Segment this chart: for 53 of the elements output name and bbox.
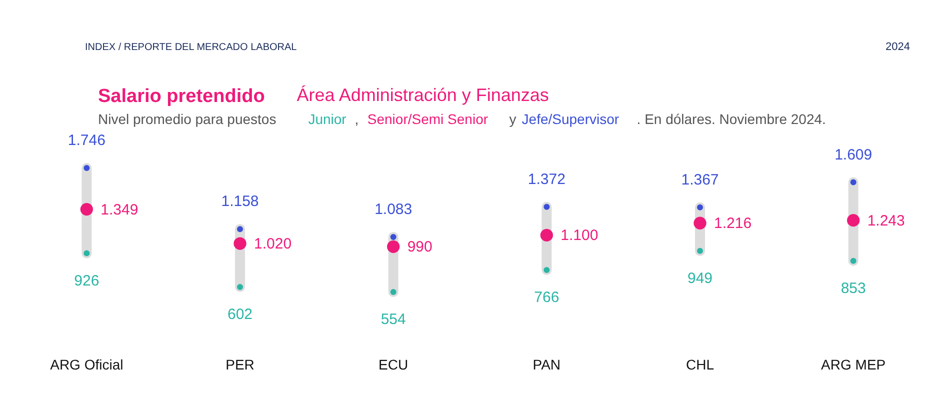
chart-subtitle: Área Administración y Finanzas xyxy=(296,85,549,105)
legend-title: Nivel promedio para puestos xyxy=(98,111,276,127)
data-label: 766 xyxy=(534,288,560,306)
text: Junior xyxy=(308,111,347,127)
point xyxy=(540,228,553,242)
x-tick-label: ECU xyxy=(378,356,408,372)
text: 2024 xyxy=(886,41,910,53)
x-tick-label: ARG MEP xyxy=(821,356,886,372)
data-label: 926 xyxy=(74,272,100,290)
point xyxy=(850,179,856,186)
x-tick-label: PER xyxy=(226,356,254,372)
text: , xyxy=(354,111,359,127)
point xyxy=(390,289,396,295)
data-label: 1.083 xyxy=(374,200,412,218)
data-label: 853 xyxy=(840,280,866,297)
x-tick-label: PAN xyxy=(532,356,561,372)
point xyxy=(237,284,243,290)
point xyxy=(234,237,246,250)
text: Senior/Semi Senior xyxy=(367,111,488,127)
data-label: 949 xyxy=(687,270,713,287)
text: Jefe/Supervisor xyxy=(522,111,620,127)
point xyxy=(847,214,860,227)
text: y xyxy=(509,111,516,127)
x-tick-label: CHL xyxy=(686,356,714,372)
x-tick-label: ARG Oficial xyxy=(50,356,124,372)
data-label: 1.020 xyxy=(254,236,292,253)
text: INDEX / REPORTE DEL MERCADO LABORAL xyxy=(85,42,298,53)
data-label: 1.349 xyxy=(100,201,138,218)
data-label: 1.609 xyxy=(834,146,872,164)
data-label: 1.746 xyxy=(68,132,106,149)
data-label: 1.158 xyxy=(221,193,259,210)
chart-title: Salario pretendido xyxy=(98,86,265,107)
point xyxy=(390,234,396,240)
data-label: 1.372 xyxy=(528,170,566,188)
point xyxy=(697,204,703,210)
data-label: 1.100 xyxy=(560,227,598,244)
point xyxy=(387,240,400,253)
data-label: 990 xyxy=(407,238,432,256)
point xyxy=(694,216,706,230)
point xyxy=(80,202,93,216)
point xyxy=(544,204,550,210)
point xyxy=(237,226,243,232)
point xyxy=(544,266,550,273)
data-label: 1.367 xyxy=(681,171,719,188)
data-label: 1.216 xyxy=(714,215,752,232)
point xyxy=(84,165,90,171)
data-label: 554 xyxy=(380,311,406,328)
point xyxy=(697,248,703,254)
point xyxy=(850,258,856,264)
data-label: 602 xyxy=(227,306,253,324)
data-label: 1.243 xyxy=(867,212,905,230)
text: . En dólares. Noviembre 2024. xyxy=(636,111,826,127)
point xyxy=(84,250,90,256)
